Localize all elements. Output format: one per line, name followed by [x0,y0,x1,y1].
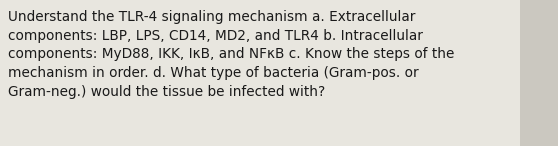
Text: Understand the TLR-4 signaling mechanism a. Extracellular
components: LBP, LPS, : Understand the TLR-4 signaling mechanism… [8,10,455,99]
